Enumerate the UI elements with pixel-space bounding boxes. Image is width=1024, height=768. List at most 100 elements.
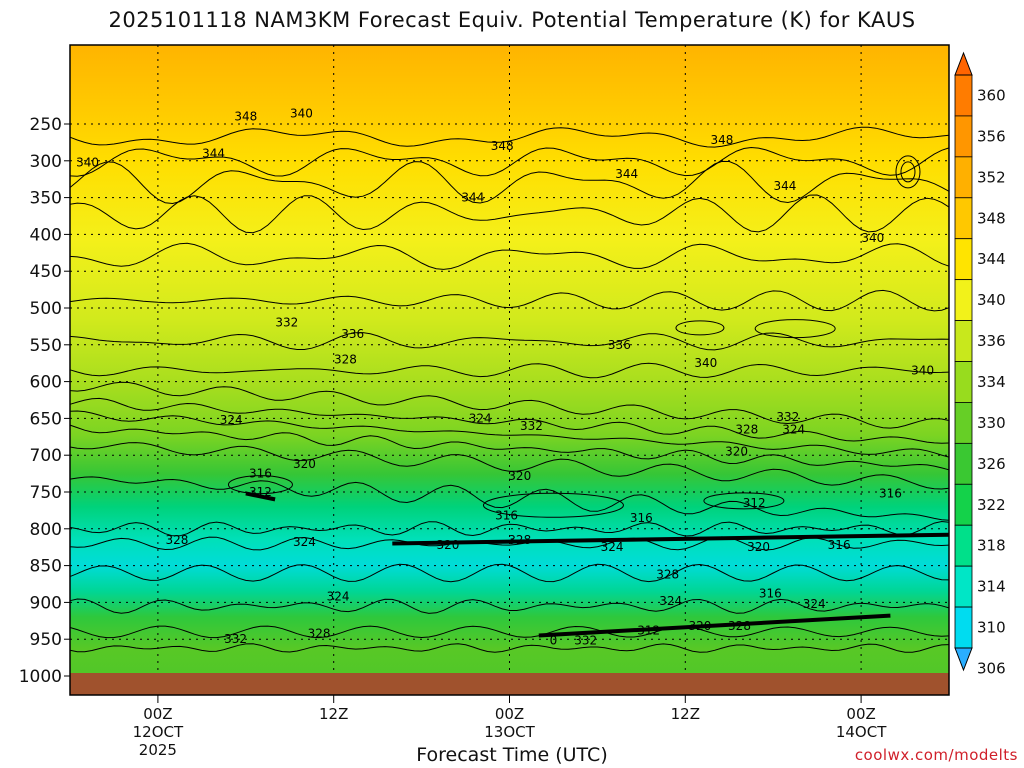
colorbar-segment xyxy=(954,361,973,403)
colorbar-tick-label: 348 xyxy=(977,209,1006,227)
contour-label: 320 xyxy=(725,445,748,459)
x-tick-label: 12Z xyxy=(671,705,700,723)
y-tick-label: 500 xyxy=(30,299,62,319)
colorbar-tick-label: 334 xyxy=(977,373,1006,391)
y-tick-label: 600 xyxy=(30,373,62,393)
colorbar-bottom-arrow xyxy=(954,647,973,672)
colorbar-segment xyxy=(954,115,973,158)
colorbar-segment xyxy=(954,442,973,485)
contour-line xyxy=(69,410,950,458)
contour-label: 332 xyxy=(520,419,543,433)
colorbar-top-arrow xyxy=(954,51,973,76)
contour-label: 320 xyxy=(747,540,770,554)
contour-line xyxy=(69,126,950,148)
contour-label: 316 xyxy=(495,509,518,523)
contour-label: 328 xyxy=(165,533,188,547)
contour-line xyxy=(69,397,950,444)
y-tick-label: 950 xyxy=(30,630,62,650)
contour-label: 328 xyxy=(334,353,357,367)
y-tick-label: 350 xyxy=(30,189,62,209)
y-tick-label: 550 xyxy=(30,336,62,356)
contour-label: 332 xyxy=(275,316,298,330)
contour-labels: 348 348 348 344 340 340 344 344 344 340 332 336 328 3… xyxy=(76,107,934,648)
y-tick-label: 650 xyxy=(30,409,62,429)
contour-label: 324 xyxy=(803,597,826,611)
contour-line xyxy=(69,194,950,234)
contour-label: 348 xyxy=(710,133,733,147)
x-tick-label: 12OCT xyxy=(133,723,184,741)
colorbar: 360 356 352 348 344 340 336 334 330 326 322 318 314 3… xyxy=(954,51,1006,677)
y-tick-label: 450 xyxy=(30,262,62,282)
contour-line xyxy=(69,242,950,270)
contour-label: 328 xyxy=(728,619,751,633)
contour-label: 340 xyxy=(290,107,313,121)
contour-label: 340 xyxy=(694,356,717,370)
contour-label: 332 xyxy=(574,634,597,648)
y-tick-label: 250 xyxy=(30,115,62,135)
colorbar-tick-label: 360 xyxy=(977,86,1006,104)
x-tick-label: 12Z xyxy=(319,705,348,723)
contour-label: 312 xyxy=(249,485,272,499)
colorbar-segment xyxy=(954,74,973,117)
contour-label: 328 xyxy=(656,567,679,581)
y-tick-label: 700 xyxy=(30,446,62,466)
contour-line xyxy=(69,424,950,471)
y-tick-label: 300 xyxy=(30,152,62,172)
contour-line xyxy=(69,289,950,312)
y-axis-ticks: 250 300 350 400 450 500 550 600 650 700 750 800 850 9… xyxy=(19,115,70,687)
colorbar-tick-label: 318 xyxy=(977,537,1006,555)
contour-label: 328 xyxy=(508,533,531,547)
x-tick-label: 13OCT xyxy=(484,723,535,741)
colorbar-tick-label: 356 xyxy=(977,127,1006,145)
contour-line xyxy=(69,643,950,653)
y-tick-label: 800 xyxy=(30,520,62,540)
contour-ring xyxy=(482,492,624,518)
credit-link[interactable]: coolwx.com/modelts xyxy=(854,746,1018,764)
contour-label: 320 xyxy=(293,457,316,471)
y-tick-label: 750 xyxy=(30,483,62,503)
contour-label: 340 xyxy=(76,155,99,169)
contour-label: 340 xyxy=(911,364,934,378)
contour-line xyxy=(69,598,950,614)
contour-label: 324 xyxy=(601,540,624,554)
contour-label: 316 xyxy=(249,467,272,481)
y-tick-label: 400 xyxy=(30,225,62,245)
contour-line xyxy=(69,476,950,521)
contour-label: 332 xyxy=(776,410,799,424)
contour-label: 328 xyxy=(735,422,758,436)
contour-label: 344 xyxy=(202,146,225,160)
contour-line xyxy=(69,520,950,537)
colorbar-tick-label: 310 xyxy=(977,619,1006,637)
contour-label: 324 xyxy=(469,411,492,425)
contour-gradient-band xyxy=(538,613,891,638)
colorbar-segment xyxy=(954,238,973,281)
contour-ring xyxy=(895,155,921,189)
colorbar-tick-label: 336 xyxy=(977,332,1006,350)
contour-line xyxy=(69,362,950,379)
x-tick-label: 2025 xyxy=(139,741,177,759)
ground-layer xyxy=(70,673,949,695)
contour-ring xyxy=(754,319,836,339)
contour-gradient-band xyxy=(245,491,276,502)
x-tick-label: 00Z xyxy=(495,705,524,723)
colorbar-tick-label: 352 xyxy=(977,168,1006,186)
contour-label: 324 xyxy=(659,594,682,608)
contour-gradient-band xyxy=(392,532,950,546)
contour-label: 344 xyxy=(461,191,484,205)
colorbar-tick-label: 340 xyxy=(977,291,1006,309)
colorbar-tick-label: 306 xyxy=(977,659,1006,677)
contour-label: 324 xyxy=(782,422,805,436)
contour-label: 348 xyxy=(491,139,514,153)
contour-ring xyxy=(703,492,785,510)
contour-label: 320 xyxy=(508,469,531,483)
contour-label: 312 xyxy=(743,496,766,510)
contour-line xyxy=(69,442,950,490)
colorbar-segment xyxy=(954,156,973,199)
chart-title: 2025101118 NAM3KM Forecast Equiv. Potent… xyxy=(108,8,916,32)
colorbar-segment xyxy=(954,279,973,321)
contour-label: 312 xyxy=(637,623,660,637)
contour-label: 332 xyxy=(224,632,247,646)
x-tick-label: 14OCT xyxy=(836,723,887,741)
